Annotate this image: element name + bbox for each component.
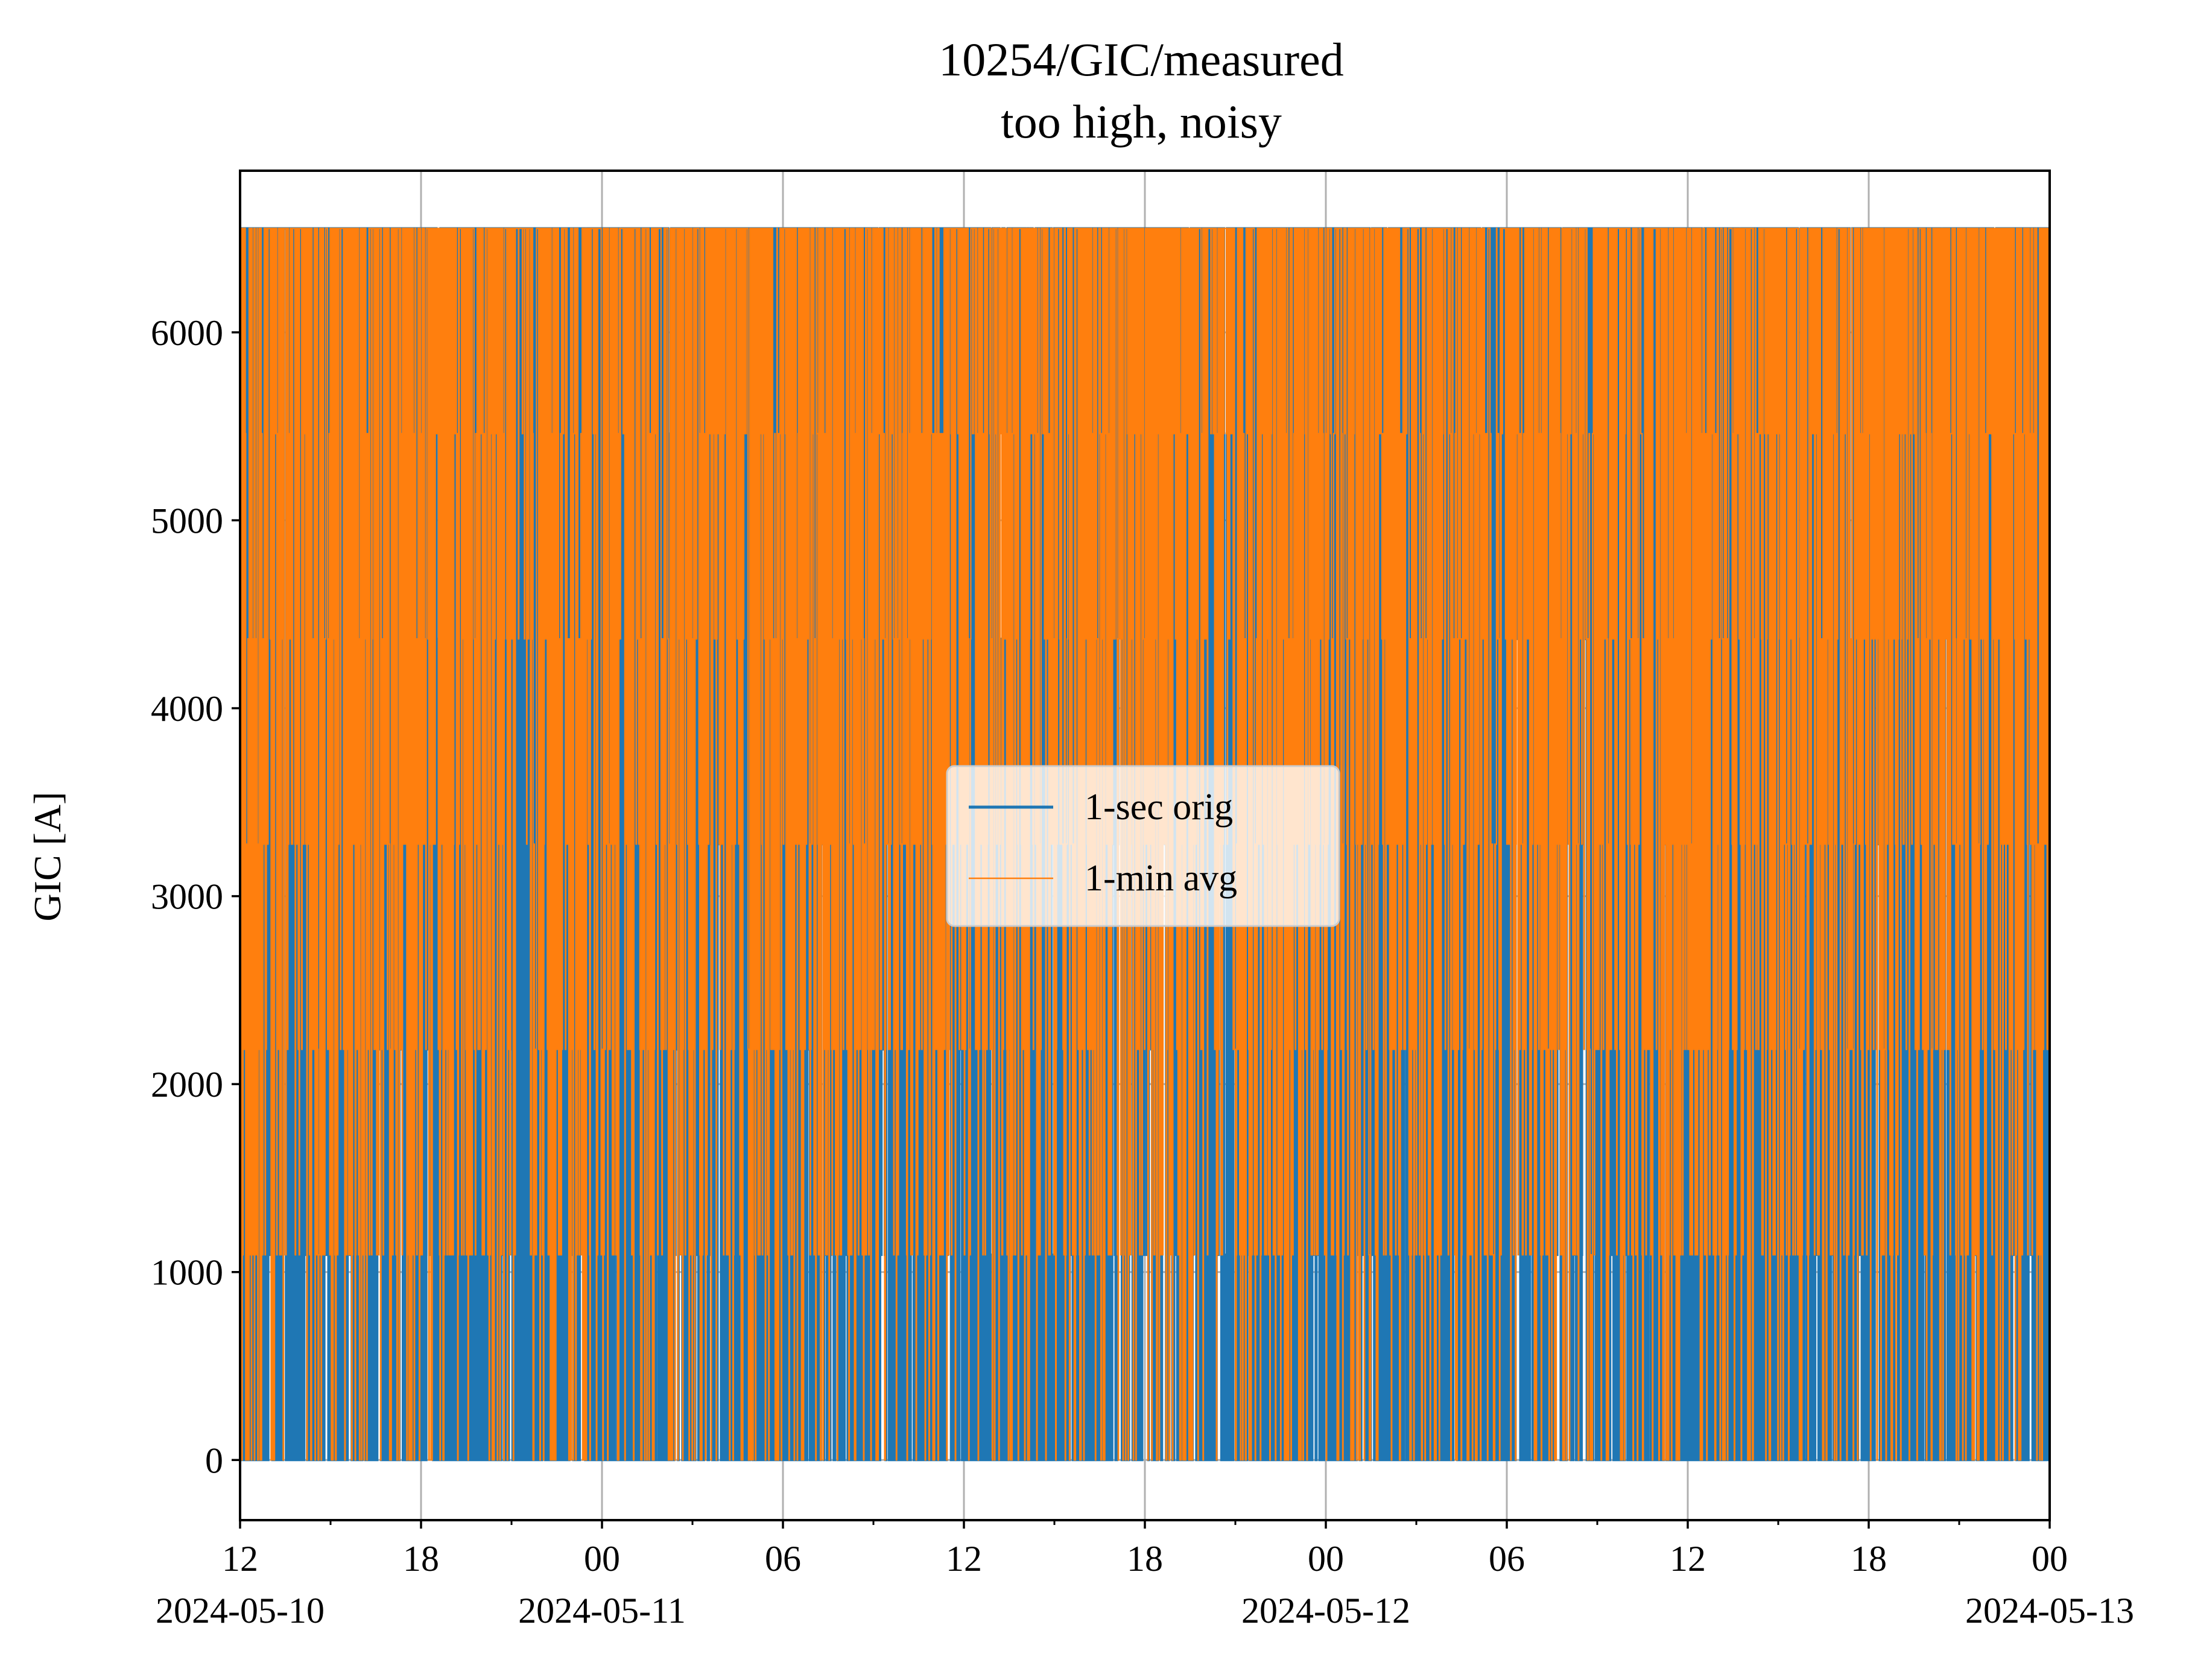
x-tick-date-label: 2024-05-13 [1965,1591,2134,1631]
y-tick-label: 3000 [151,877,223,917]
y-axis-label: GIC [A] [26,791,69,921]
x-tick-date-label: 2024-05-12 [1241,1591,1410,1631]
x-tick-label: 18 [1851,1539,1887,1579]
x-tick-label: 12 [946,1539,982,1579]
y-tick-label: 0 [205,1441,223,1480]
axes: 0 1000 2000 3000 4000 5000 6000 12 2024-05-10 18 0… [151,170,2134,1631]
y-tick-label: 6000 [151,313,223,353]
series-line-1-min-avg [240,227,2050,1461]
y-tick-label: 5000 [151,501,223,541]
chart-subtitle: too high, noisy [1001,95,1282,148]
legend: 1-sec orig 1-min avg [946,765,1340,927]
x-tick-date-label: 2024-05-10 [156,1591,325,1631]
x-tick-label: 12 [1670,1539,1706,1579]
y-tick-label: 2000 [151,1065,223,1105]
x-tick-label: 18 [1127,1539,1163,1579]
x-tick-label: 06 [765,1539,801,1579]
chart-title: 10254/GIC/measured [939,33,1344,86]
x-tick-label: 06 [1489,1539,1525,1579]
legend-label: 1-min avg [1085,858,1237,899]
x-tick-label: 00 [1308,1539,1344,1579]
plot-area [240,227,2050,1462]
y-tick-label: 4000 [151,689,223,729]
x-tick-label: 12 [222,1539,258,1579]
x-tick-label: 00 [2032,1539,2068,1579]
legend-label: 1-sec orig [1085,787,1233,828]
x-tick-label: 18 [403,1539,439,1579]
x-tick-date-label: 2024-05-11 [518,1591,686,1631]
y-tick-label: 1000 [151,1253,223,1293]
x-tick-label: 00 [584,1539,620,1579]
